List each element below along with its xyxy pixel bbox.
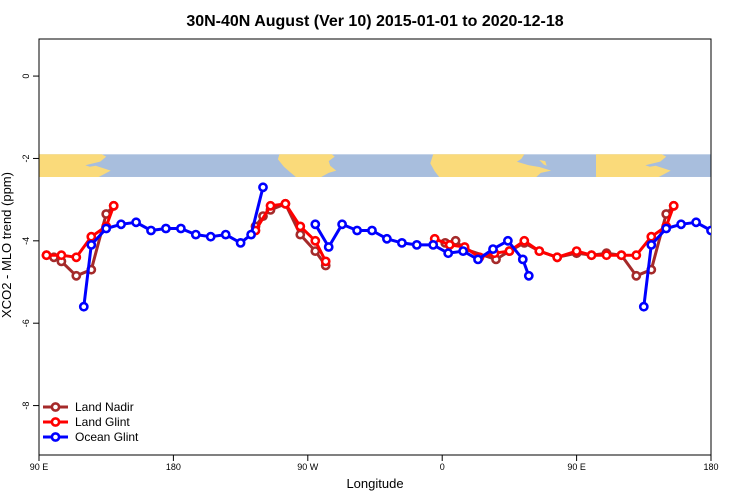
- land-glint-point-2-3: [280, 198, 291, 209]
- ocean-glint-point-1-14: [258, 182, 268, 193]
- land-glint-point-3-17: [668, 200, 679, 211]
- x-tick-label-5: 90 E: [567, 462, 586, 472]
- x-tick-label-4: 0: [440, 462, 445, 472]
- legend-land-nadir-marker: [50, 402, 61, 412]
- land-glint-point-3-12: [601, 250, 612, 261]
- y-tick-label-1: 0: [21, 74, 31, 79]
- ocean-glint-point-1-1: [78, 301, 89, 312]
- legend-land-glint-marker: [50, 417, 61, 427]
- ocean-glint-point-1-9: [190, 229, 201, 240]
- ocean-glint-point-3-3: [661, 223, 672, 234]
- map-band-land-2: [277, 154, 337, 177]
- land-glint-point-3-8: [534, 246, 545, 256]
- land-glint-point-3-13: [616, 250, 627, 261]
- ocean-glint-point-3-2: [646, 239, 657, 250]
- ocean-glint-point-2-16: [523, 270, 534, 281]
- ocean-glint-point-3-5: [691, 217, 701, 228]
- ocean-glint-point-1-4: [116, 219, 126, 230]
- land-glint-point-3-15: [646, 231, 657, 242]
- ocean-glint-point-2-6: [381, 233, 392, 244]
- land-nadir-point-1-4: [71, 270, 82, 281]
- x-tick-label-1: 90 E: [30, 462, 49, 472]
- land-nadir-line-3: [444, 204, 675, 278]
- plot-frame: [38, 38, 712, 456]
- land-glint-point-3-2: [444, 239, 455, 250]
- ocean-glint-point-2-8: [411, 239, 422, 250]
- ocean-glint-point-3-1: [638, 301, 649, 312]
- land-nadir-point-2-5: [295, 229, 306, 240]
- land-glint-point-3-11: [586, 250, 597, 261]
- ocean-glint-point-2-4: [352, 225, 362, 236]
- land-glint-point-3-9: [552, 252, 563, 263]
- ocean-glint-point-2-13: [488, 244, 498, 254]
- map-band-land-1: [39, 154, 111, 177]
- land-glint-point-2-2: [265, 200, 276, 211]
- land-glint-point-1-1: [41, 250, 52, 261]
- ocean-glint-point-2-9: [428, 239, 439, 250]
- legend-land-nadir-label: Land Nadir: [75, 400, 134, 414]
- ocean-glint-point-1-7: [160, 223, 171, 234]
- land-glint-point-1-6: [108, 200, 119, 211]
- x-axis-label: Longitude: [346, 476, 403, 491]
- ocean-glint-point-1-2: [86, 239, 97, 250]
- ocean-glint-point-2-2: [323, 242, 334, 252]
- land-glint-point-1-3: [71, 252, 82, 263]
- map-band-land-4: [539, 160, 547, 166]
- map-band-land-3: [430, 154, 552, 177]
- ocean-glint-point-1-3: [101, 223, 112, 234]
- land-glint-point-3-10: [571, 246, 582, 256]
- ocean-glint-point-2-12: [473, 254, 483, 265]
- x-tick-label-2: 180: [166, 462, 181, 472]
- land-nadir-point-3-13: [631, 270, 642, 281]
- land-glint-point-2-5: [310, 235, 321, 246]
- y-tick-label-2: -2: [21, 154, 31, 162]
- land-glint-point-3-7: [519, 235, 530, 246]
- ocean-glint-point-1-13: [246, 229, 256, 240]
- ocean-glint-point-2-3: [337, 219, 347, 230]
- ocean-glint-point-2-14: [502, 235, 513, 246]
- ocean-glint-point-2-5: [367, 225, 377, 236]
- plot-area: 90 E 180 90 W 0 90 E 180 0 -2 -4 -6 -8: [21, 38, 729, 472]
- land-glint-point-2-4: [295, 221, 306, 232]
- map-band-land-5: [596, 154, 671, 177]
- legend-land-glint-label: Land Glint: [75, 415, 130, 429]
- ocean-glint-point-2-10: [443, 248, 454, 259]
- ocean-glint-point-3-4: [676, 219, 686, 230]
- ocean-glint-point-1-12: [235, 237, 246, 248]
- ocean-glint-point-3-7: [722, 225, 729, 232]
- chart-title: 30N-40N August (Ver 10) 2015-01-01 to 20…: [186, 13, 563, 30]
- ocean-glint-point-2-1: [310, 219, 321, 230]
- ocean-glint-point-1-11: [220, 229, 231, 240]
- y-tick-label-3: -4: [21, 237, 31, 245]
- land-glint-point-3-14: [631, 250, 642, 261]
- y-tick-label-4: -6: [21, 319, 31, 327]
- ocean-glint-point-2-15: [517, 254, 528, 265]
- land-glint-point-3-6: [504, 246, 515, 256]
- ocean-glint-line-2: [314, 222, 531, 277]
- ocean-glint-point-1-10: [205, 231, 216, 242]
- land-glint-line-3: [434, 205, 676, 259]
- legend-ocean-glint-marker: [50, 432, 61, 442]
- y-tick-label-5: -8: [21, 402, 31, 410]
- x-tick-label-6: 180: [703, 462, 718, 472]
- land-glint-point-2-6: [320, 256, 331, 267]
- ocean-glint-point-1-5: [131, 217, 141, 228]
- ocean-glint-point-1-8: [175, 223, 186, 234]
- land-glint-point-1-4: [86, 231, 97, 242]
- y-axis-label: XCO2 - MLO trend (ppm): [0, 172, 14, 318]
- x-tick-label-3: 90 W: [297, 462, 319, 472]
- ocean-glint-point-1-6: [146, 225, 156, 236]
- ocean-glint-point-2-11: [458, 246, 468, 256]
- ocean-glint-point-3-6: [706, 225, 711, 236]
- land-glint-point-1-2: [56, 250, 67, 261]
- legend-ocean-glint-label: Ocean Glint: [75, 430, 139, 444]
- ocean-glint-point-2-7: [396, 237, 407, 248]
